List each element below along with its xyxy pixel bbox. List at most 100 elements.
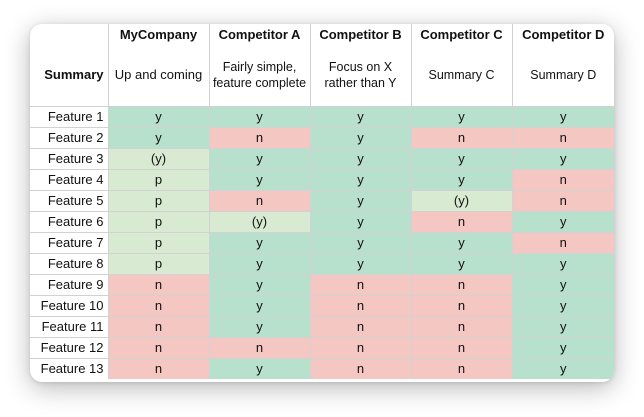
column-header-competitor-d: Competitor D	[511, 24, 614, 44]
table-row: Feature 3 (y) y y y y	[30, 148, 614, 170]
feature-cell-mycompany: p	[107, 211, 210, 233]
summary-cell-competitor-a: Fairly simple, feature complete	[208, 44, 311, 107]
feature-cell-competitor-d: n	[511, 232, 614, 254]
table-row: Feature 13 n y n n y	[30, 358, 614, 379]
feature-cell-competitor-c: y	[410, 106, 513, 128]
feature-label: Feature 4	[30, 169, 109, 191]
feature-cell-competitor-a: n	[208, 190, 311, 212]
feature-cell-competitor-b: y	[309, 127, 412, 149]
table-row: Feature 11 n y n n y	[30, 316, 614, 338]
summary-cell-competitor-c: Summary C	[410, 44, 513, 107]
feature-cell-competitor-a: y	[208, 232, 311, 254]
column-header-competitor-c: Competitor C	[410, 24, 513, 44]
feature-label: Feature 7	[30, 232, 109, 254]
feature-label: Feature 1	[30, 106, 109, 128]
feature-label: Feature 9	[30, 274, 109, 296]
feature-label: Feature 5	[30, 190, 109, 212]
summary-cell-competitor-d: Summary D	[511, 44, 614, 107]
summary-row: Summary Up and coming Fairly simple, fea…	[30, 44, 614, 107]
feature-cell-competitor-b: n	[309, 295, 412, 317]
feature-cell-competitor-a: y	[208, 169, 311, 191]
feature-cell-competitor-d: n	[511, 169, 614, 191]
feature-cell-competitor-d: y	[511, 148, 614, 170]
feature-cell-competitor-b: y	[309, 169, 412, 191]
feature-cell-competitor-d: y	[511, 358, 614, 379]
feature-cell-mycompany: p	[107, 190, 210, 212]
feature-cell-mycompany: p	[107, 169, 210, 191]
feature-label: Feature 2	[30, 127, 109, 149]
feature-cell-competitor-c: y	[410, 169, 513, 191]
feature-cell-competitor-b: n	[309, 274, 412, 296]
feature-cell-competitor-d: y	[511, 253, 614, 275]
table-row: Feature 6 p (y) y n y	[30, 211, 614, 233]
feature-cell-mycompany: n	[107, 358, 210, 379]
feature-cell-competitor-d: y	[511, 274, 614, 296]
header-row: MyCompany Competitor A Competitor B Comp…	[30, 24, 614, 44]
column-header-competitor-a: Competitor A	[208, 24, 311, 44]
feature-cell-competitor-c: n	[410, 316, 513, 338]
feature-cell-competitor-c: n	[410, 337, 513, 359]
feature-cell-competitor-b: y	[309, 211, 412, 233]
feature-cell-competitor-c: y	[410, 232, 513, 254]
table-row: Feature 12 n n n n y	[30, 337, 614, 359]
feature-cell-competitor-a: y	[208, 106, 311, 128]
summary-cell-competitor-b: Focus on X rather than Y	[309, 44, 412, 107]
table-row: Feature 5 p n y (y) n	[30, 190, 614, 212]
feature-cell-competitor-b: n	[309, 316, 412, 338]
feature-cell-competitor-c: y	[410, 253, 513, 275]
feature-cell-competitor-b: y	[309, 190, 412, 212]
feature-cell-competitor-c: n	[410, 127, 513, 149]
feature-cell-competitor-a: y	[208, 274, 311, 296]
feature-cell-competitor-b: y	[309, 232, 412, 254]
feature-cell-competitor-c: y	[410, 148, 513, 170]
feature-cell-competitor-c: n	[410, 358, 513, 379]
feature-cell-mycompany: y	[107, 127, 210, 149]
feature-label: Feature 11	[30, 316, 109, 338]
table-row: Feature 10 n y n n y	[30, 295, 614, 317]
feature-cell-competitor-d: y	[511, 337, 614, 359]
feature-cell-mycompany: (y)	[107, 148, 210, 170]
feature-cell-competitor-a: n	[208, 337, 311, 359]
feature-cell-competitor-a: y	[208, 148, 311, 170]
feature-cell-competitor-c: n	[410, 295, 513, 317]
feature-cell-competitor-d: n	[511, 190, 614, 212]
feature-cell-competitor-a: n	[208, 127, 311, 149]
feature-cell-mycompany: p	[107, 232, 210, 254]
feature-cell-competitor-d: y	[511, 211, 614, 233]
corner-cell	[30, 24, 109, 44]
feature-cell-competitor-a: (y)	[208, 211, 311, 233]
feature-cell-competitor-b: y	[309, 106, 412, 128]
feature-label: Feature 3	[30, 148, 109, 170]
feature-cell-competitor-c: (y)	[410, 190, 513, 212]
feature-comparison-table: MyCompany Competitor A Competitor B Comp…	[30, 24, 614, 379]
feature-cell-competitor-d: y	[511, 316, 614, 338]
feature-cell-mycompany: n	[107, 337, 210, 359]
feature-cell-competitor-a: y	[208, 253, 311, 275]
feature-cell-competitor-c: n	[410, 211, 513, 233]
feature-cell-competitor-b: n	[309, 358, 412, 379]
feature-cell-competitor-d: n	[511, 127, 614, 149]
feature-label: Feature 8	[30, 253, 109, 275]
column-header-mycompany: MyCompany	[107, 24, 210, 44]
feature-cell-competitor-b: y	[309, 253, 412, 275]
summary-row-label: Summary	[30, 44, 109, 107]
column-header-competitor-b: Competitor B	[309, 24, 412, 44]
feature-cell-competitor-a: y	[208, 358, 311, 379]
summary-cell-mycompany: Up and coming	[107, 44, 210, 107]
feature-cell-mycompany: n	[107, 295, 210, 317]
feature-cell-competitor-d: y	[511, 106, 614, 128]
feature-cell-competitor-b: n	[309, 337, 412, 359]
feature-cell-competitor-c: n	[410, 274, 513, 296]
feature-cell-mycompany: p	[107, 253, 210, 275]
feature-label: Feature 13	[30, 358, 109, 379]
feature-label: Feature 6	[30, 211, 109, 233]
feature-cell-mycompany: n	[107, 274, 210, 296]
feature-label: Feature 12	[30, 337, 109, 359]
feature-cell-competitor-d: y	[511, 295, 614, 317]
feature-cell-mycompany: y	[107, 106, 210, 128]
